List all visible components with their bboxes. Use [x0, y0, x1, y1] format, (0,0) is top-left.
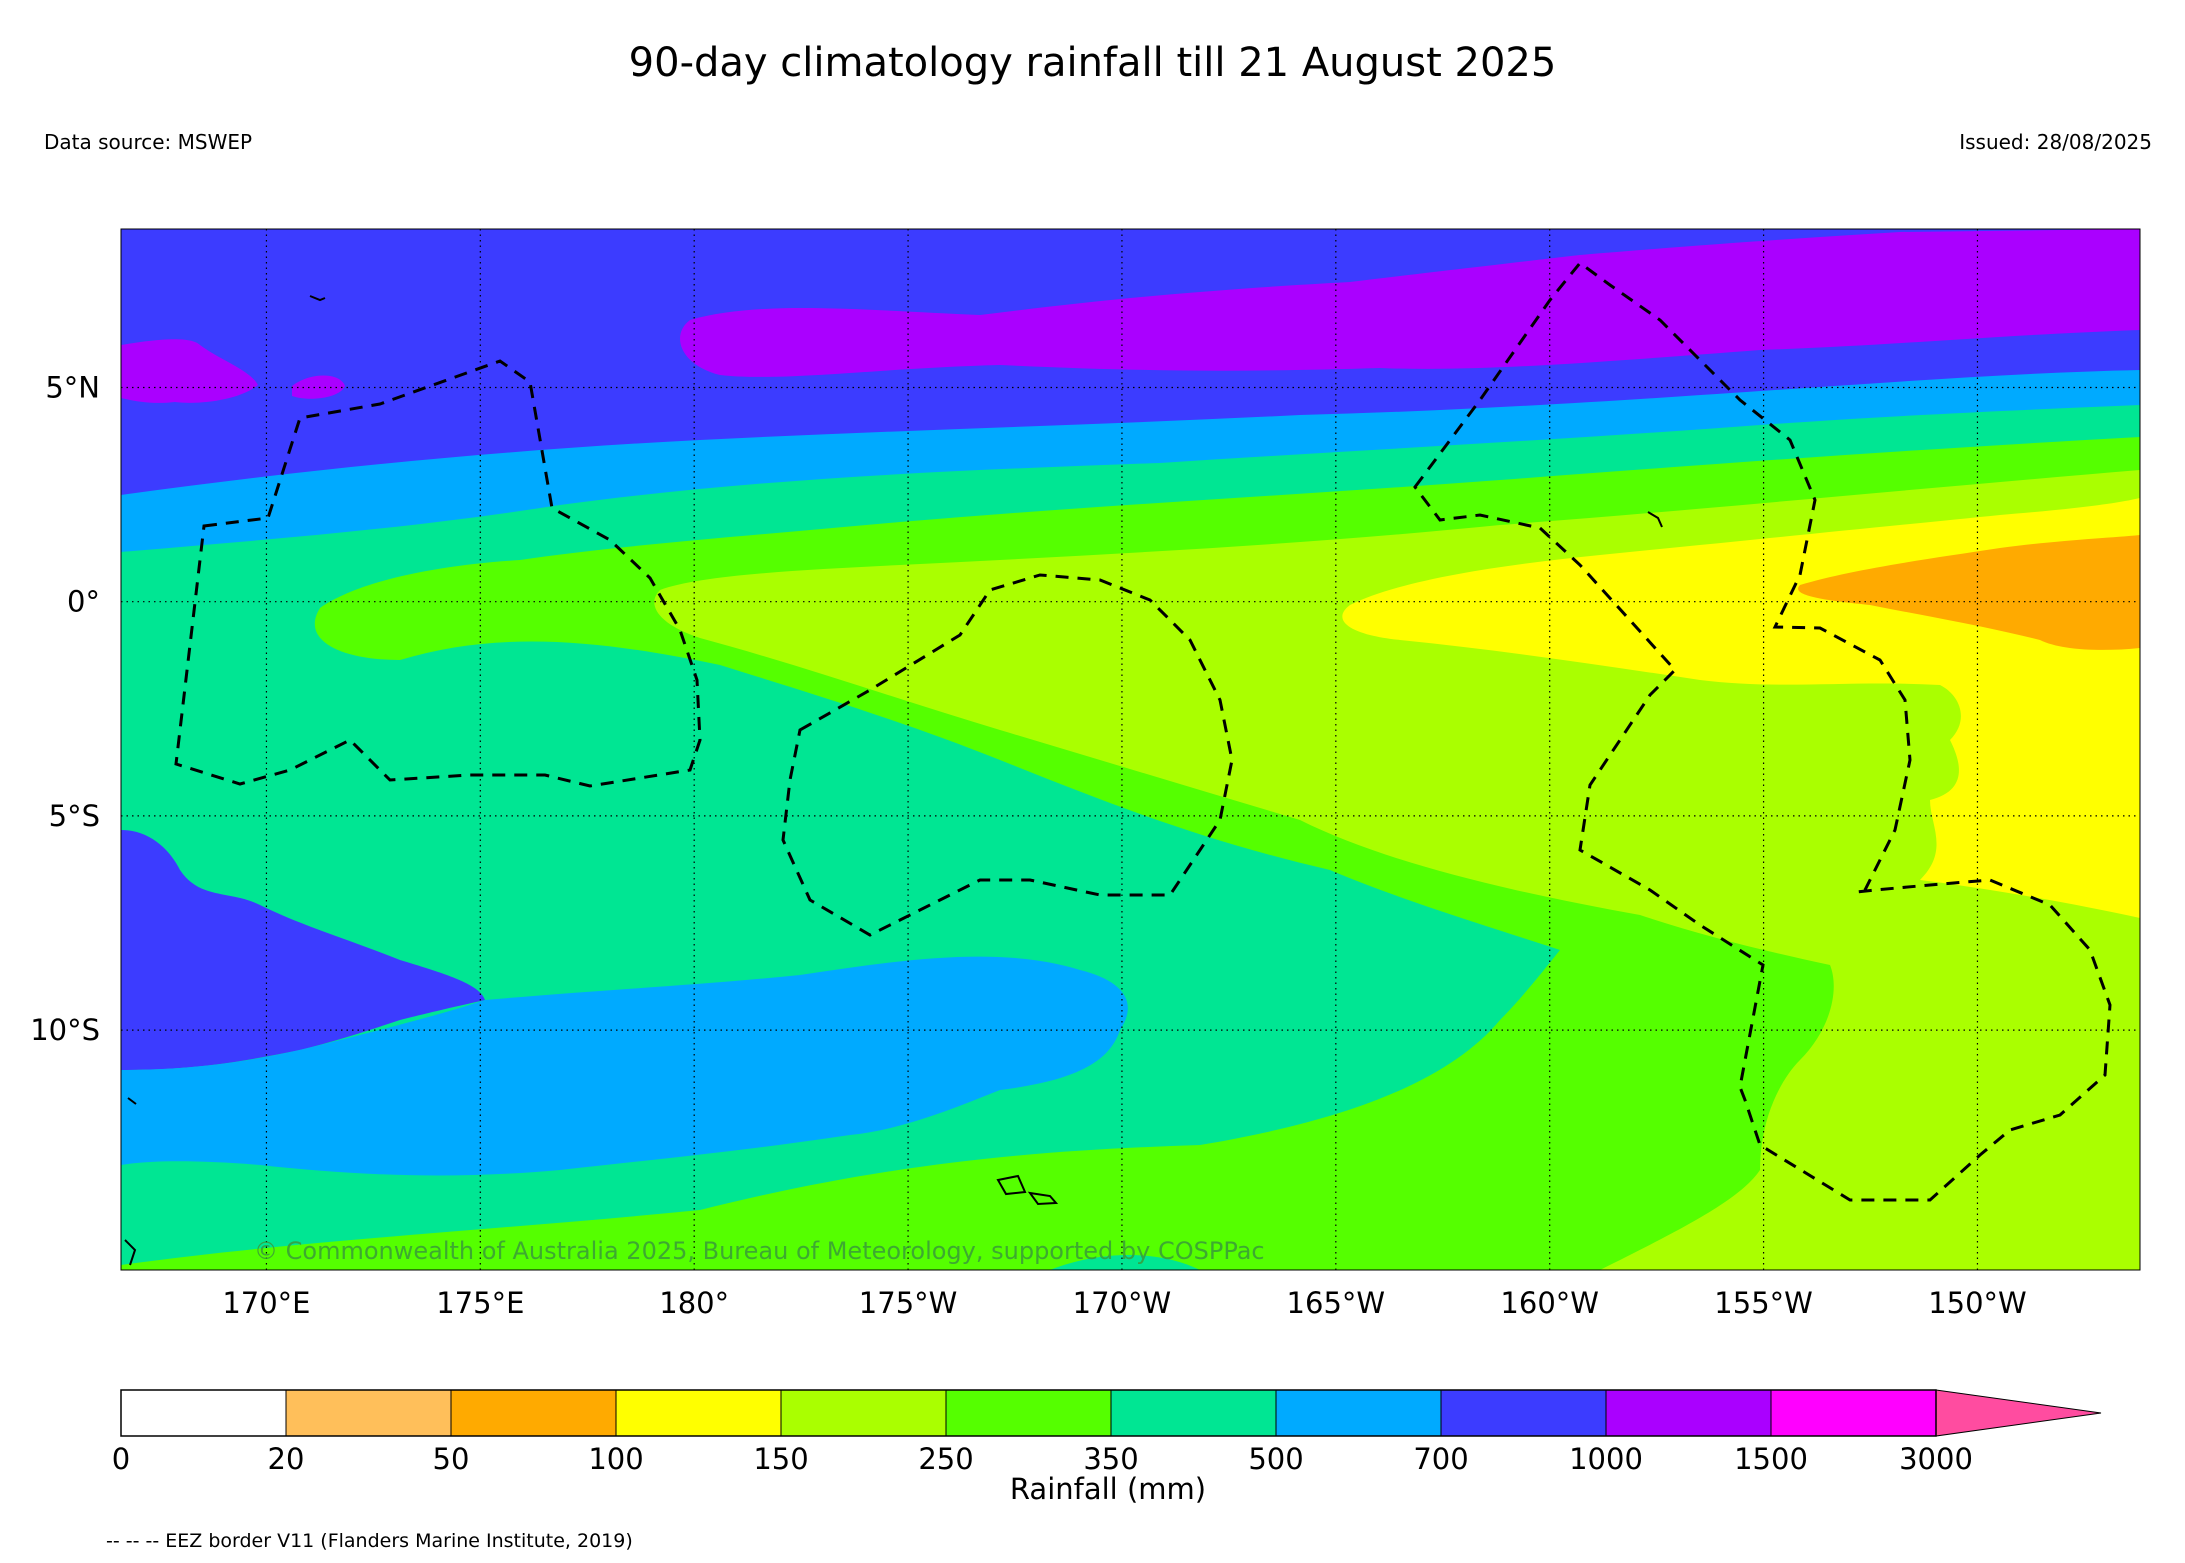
lon-tick-label: 175°E: [436, 1286, 524, 1320]
lat-tick-label: 10°S: [30, 1013, 100, 1047]
lat-tick-label: 5°S: [49, 799, 100, 833]
eez-border-line-islands: [1413, 260, 2112, 1202]
band-500-700-southwest: [121, 956, 1128, 1176]
lon-tick-label: 170°E: [222, 1286, 310, 1320]
colorbar-tick-label: 1500: [1734, 1442, 1808, 1476]
eez-border-kiribati-gilbert: [174, 359, 702, 788]
island-outline: [1027, 1191, 1059, 1206]
colorbar-tick-label: 100: [588, 1442, 643, 1476]
band-1000-1500-north: [680, 229, 2140, 377]
colorbar-tick-label: 350: [1083, 1442, 1138, 1476]
longitude-labels: 170°E 175°E 180° 175°W 170°W 165°W 160°W 155°W 1…: [222, 1286, 2026, 1320]
colorbar-bin: [1440, 1389, 1607, 1437]
colorbar-tick-label: 1000: [1569, 1442, 1643, 1476]
band-50-100: [1798, 535, 2140, 650]
rainfall-field: [121, 229, 2140, 1270]
lon-tick-label: 170°W: [1073, 1286, 1172, 1320]
colorbar: 0 20 50 100 150 250 350 500 700 1000 1500 3000: [112, 1389, 2102, 1476]
island-outline: [124, 1239, 137, 1266]
colorbar-bin: [1275, 1389, 1442, 1437]
eez-border-phoenix: [781, 573, 1234, 937]
lon-tick-label: 155°W: [1714, 1286, 1813, 1320]
colorbar-frame: [120, 1389, 1937, 1437]
colorbar-bin: [120, 1389, 287, 1437]
colorbar-tick-label: 250: [918, 1442, 973, 1476]
lon-tick-label: 175°W: [859, 1286, 958, 1320]
lon-tick-label: 165°W: [1287, 1286, 1386, 1320]
lat-tick-label: 0°: [67, 585, 100, 619]
map-frame: [120, 228, 2141, 1271]
colorbar-bin: [1770, 1389, 1937, 1437]
band-1000-1500-islet: [292, 375, 345, 399]
map-grid: [121, 229, 2140, 1270]
islands: [124, 295, 1663, 1266]
colorbar-tick-label: 150: [753, 1442, 808, 1476]
eez-borders: [174, 260, 2112, 1202]
data-source-label: Data source: MSWEP: [44, 130, 253, 154]
colorbar-bin: [945, 1389, 1112, 1437]
colorbar-bin: [1605, 1389, 1772, 1437]
lon-tick-label: 160°W: [1500, 1286, 1599, 1320]
colorbar-bin: [780, 1389, 947, 1437]
colorbar-tick-label: 3000: [1899, 1442, 1973, 1476]
colorbar-bin: [1110, 1389, 1277, 1437]
colorbar-tick-label: 500: [1248, 1442, 1303, 1476]
colorbar-bin: [615, 1389, 782, 1437]
colorbar-tick-label: 700: [1413, 1442, 1468, 1476]
latitude-labels: 5°N 0° 5°S 10°S: [30, 371, 100, 1048]
island-outline: [1647, 511, 1663, 528]
colorbar-tick-label: 20: [268, 1442, 305, 1476]
colorbar-tick-label: 0: [112, 1442, 130, 1476]
colorbar-tick-label: 50: [433, 1442, 470, 1476]
colorbar-extend-arrow: [1935, 1389, 2102, 1437]
colorbar-bin: [285, 1389, 452, 1437]
colorbar-title: Rainfall (mm): [1010, 1472, 1206, 1506]
eez-legend-note: -- -- -- EEZ border V11 (Flanders Marine…: [106, 1530, 633, 1552]
colorbar-bin: [450, 1389, 617, 1437]
island-outline: [996, 1174, 1027, 1196]
issued-date-label: Issued: 28/08/2025: [1959, 130, 2152, 154]
island-outline: [309, 295, 326, 302]
island-outline: [127, 1097, 137, 1105]
map-title: 90-day climatology rainfall till 21 Augu…: [628, 40, 1557, 86]
lat-tick-label: 5°N: [45, 371, 100, 405]
band-700-1000-southwest: [121, 830, 485, 1070]
lon-tick-label: 150°W: [1928, 1286, 2027, 1320]
lon-tick-label: 180°: [659, 1286, 729, 1320]
copyright-text: © Commonwealth of Australia 2025, Bureau…: [254, 1237, 1265, 1265]
